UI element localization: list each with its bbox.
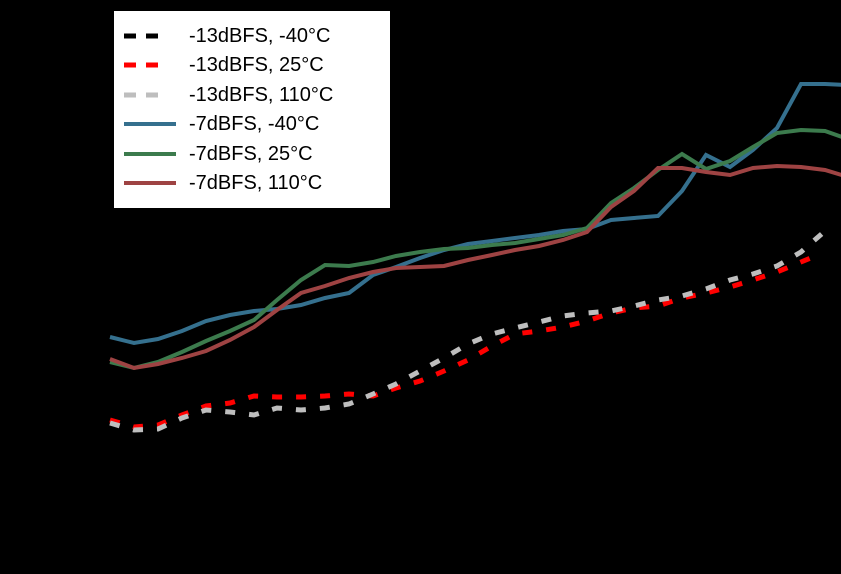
legend-item-label: -13dBFS, -40°C: [189, 24, 331, 47]
legend-item-label: -7dBFS, 25°C: [189, 142, 313, 165]
legend-line-sample: [124, 122, 176, 127]
legend-item: -7dBFS, -40°C: [122, 110, 390, 140]
legend-item-label: -13dBFS, 25°C: [189, 54, 324, 77]
legend-item: -7dBFS, 25°C: [122, 139, 390, 169]
legend-item: -13dBFS, 25°C: [122, 51, 390, 81]
series-line--7dBFS, -40°C: [109, 82, 841, 346]
legend: -13dBFS, -40°C -13dBFS, 25°C -13dBFS, 11…: [112, 9, 392, 210]
legend-line-sample: [124, 151, 176, 156]
series-line--7dBFS, 110°C: [109, 163, 841, 371]
legend-item: -7dBFS, 110°C: [122, 169, 390, 199]
legend-line-sample: [124, 92, 158, 98]
legend-item-label: -7dBFS, -40°C: [189, 113, 320, 136]
series-line--13dBFS, 25°C: [109, 252, 819, 430]
legend-item-label: -7dBFS, 110°C: [189, 172, 323, 195]
series-line--13dBFS, 110°C: [109, 229, 827, 433]
legend-line-sample: [124, 181, 176, 186]
legend-line-sample: [124, 33, 158, 39]
series-line--7dBFS, 25°C: [109, 127, 841, 371]
legend-line-sample: [124, 62, 158, 68]
legend-item-label: -13dBFS, 110°C: [189, 83, 334, 106]
legend-item: -13dBFS, -40°C: [122, 21, 390, 51]
legend-item: -13dBFS, 110°C: [122, 80, 390, 110]
series-line--13dBFS, -40°C: [109, 245, 822, 434]
